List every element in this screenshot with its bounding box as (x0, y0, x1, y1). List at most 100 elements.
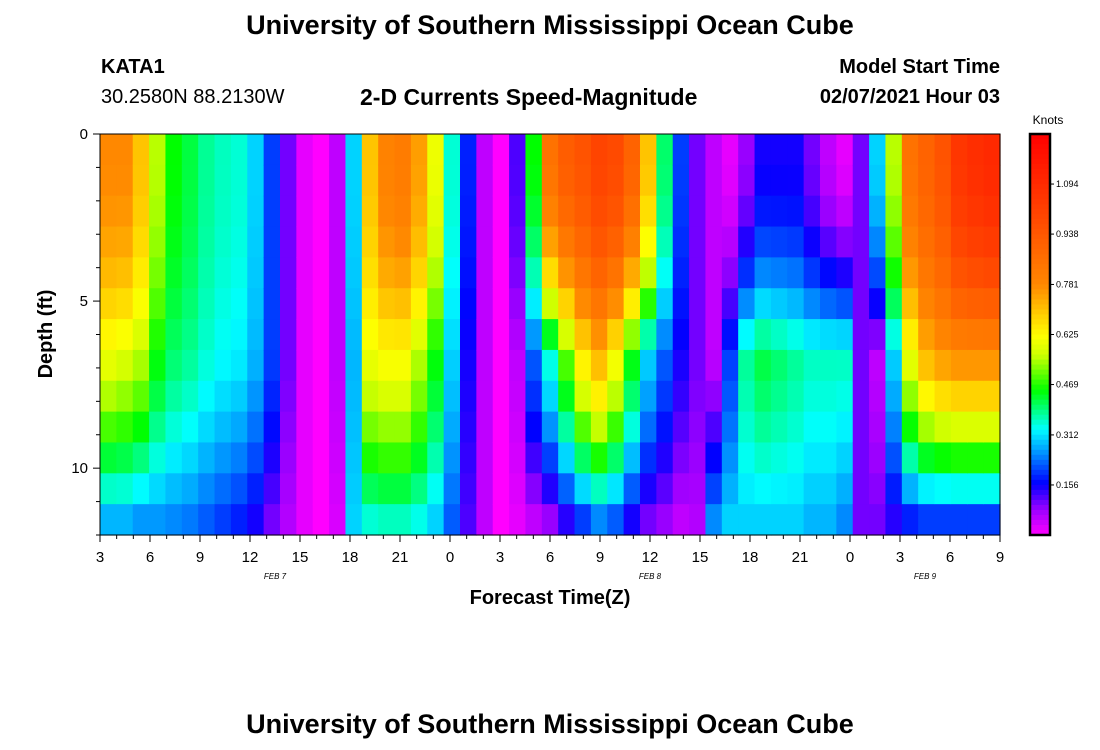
heatmap-cell (247, 504, 265, 536)
heatmap-cell (705, 226, 723, 258)
heatmap-cell (950, 349, 968, 382)
colorbar-segment (1030, 429, 1050, 436)
x-axis: 3 6 9 12 15 18 21 0 3 6 9 12 15 18 21 0 3 6 9 FEB 7 FEB 8 FEB… (96, 535, 1004, 581)
heatmap-cell (100, 319, 117, 351)
heatmap-cell (623, 442, 641, 474)
station-id: KATA1 (101, 56, 165, 78)
heatmap-cell (378, 504, 396, 536)
heatmap-cell (329, 349, 347, 382)
heatmap-cell (967, 504, 985, 536)
colorbar-segment (1030, 364, 1050, 371)
heatmap-cell (918, 195, 936, 228)
heatmap-cell (165, 319, 183, 351)
heatmap-cell (950, 195, 968, 228)
heatmap-cell (770, 319, 788, 351)
colorbar-segment (1030, 199, 1050, 205)
heatmap-cell (443, 319, 461, 351)
heatmap-cell (950, 226, 968, 258)
heatmap-cell (132, 164, 150, 197)
heatmap-cell (590, 134, 608, 166)
heatmap-cell (836, 195, 854, 228)
footer-title: University of Southern Mississippi Ocean… (246, 709, 854, 739)
heatmap-cell (836, 164, 854, 197)
heatmap-cell (672, 349, 690, 382)
heatmap-cell (509, 473, 527, 505)
heatmap-cell (165, 442, 183, 474)
heatmap-cell (247, 257, 265, 289)
heatmap-cell (509, 257, 527, 289)
heatmap-cell (460, 349, 477, 382)
heatmap-cell (558, 473, 576, 505)
heatmap-cell (361, 349, 379, 382)
heatmap-cell (787, 473, 805, 505)
heatmap-cell (476, 473, 494, 505)
heatmap-cell (247, 380, 265, 413)
heatmap-cell (427, 319, 445, 351)
colorbar-segment (1030, 474, 1050, 481)
colorbar-segment (1030, 319, 1050, 326)
y-tick-label: 0 (80, 126, 88, 143)
colorbar-segment (1030, 504, 1050, 511)
heatmap-cell (836, 411, 854, 444)
heatmap-cell (950, 134, 968, 166)
heatmap-cell (132, 195, 150, 228)
heatmap-cell (820, 442, 837, 474)
heatmap-cell (476, 504, 494, 536)
heatmap-cell (934, 442, 952, 474)
heatmap-cell (623, 257, 641, 289)
heatmap-cell (165, 164, 183, 197)
heatmap-cell (443, 288, 461, 320)
heatmap-cell (492, 195, 510, 228)
heatmap-cell (509, 195, 527, 228)
heatmap-cell (378, 411, 396, 444)
heatmap-cell (541, 195, 559, 228)
heatmap-cell (394, 319, 412, 351)
heatmap-cell (541, 380, 559, 413)
heatmap-cell (950, 473, 968, 505)
heatmap-cell (181, 442, 199, 474)
colorbar-segment (1030, 134, 1050, 140)
heatmap-cell (312, 349, 330, 382)
heatmap-cell (541, 504, 559, 536)
heatmap-cell (263, 288, 281, 320)
heatmap-cell (214, 257, 232, 289)
heatmap-cell (296, 473, 314, 505)
heatmap-cell (869, 195, 887, 228)
heatmap-cell (345, 257, 363, 289)
heatmap-cell (329, 380, 347, 413)
heatmap-cell (329, 164, 347, 197)
heatmap-cell (689, 504, 707, 536)
heatmap-cell (852, 473, 870, 505)
colorbar-segment (1030, 189, 1050, 195)
x-tick-label: 6 (146, 549, 154, 566)
heatmap-cell (689, 411, 707, 444)
heatmap-cell (427, 473, 445, 505)
heatmap-cell (770, 195, 788, 228)
heatmap-cell (165, 226, 183, 258)
colorbar-segment (1030, 439, 1050, 446)
heatmap-cell (100, 164, 117, 197)
heatmap-cell (869, 473, 887, 505)
heatmap-cell (296, 442, 314, 474)
heatmap-cell (525, 288, 543, 320)
heatmap-cell (869, 411, 887, 444)
colorbar-segment (1030, 324, 1050, 331)
colorbar-segment (1030, 294, 1050, 301)
heatmap-cell (378, 226, 396, 258)
heatmap-cell (132, 134, 150, 166)
heatmap-cell (607, 411, 625, 444)
heatmap-cell (116, 134, 134, 166)
heatmap-cell (623, 349, 641, 382)
date-label: FEB 9 (914, 572, 937, 581)
heatmap-cell (852, 349, 870, 382)
colorbar-tick-label: 0.625 (1056, 330, 1079, 340)
colorbar-segment (1030, 139, 1050, 145)
x-tick-label: 3 (96, 549, 104, 566)
heatmap-cell (607, 134, 625, 166)
heatmap-cell (950, 164, 968, 197)
heatmap-cell (918, 504, 936, 536)
heatmap-cell (427, 195, 445, 228)
heatmap-cell (656, 164, 674, 197)
heatmap-cell (280, 226, 297, 258)
heatmap-cell (460, 473, 477, 505)
